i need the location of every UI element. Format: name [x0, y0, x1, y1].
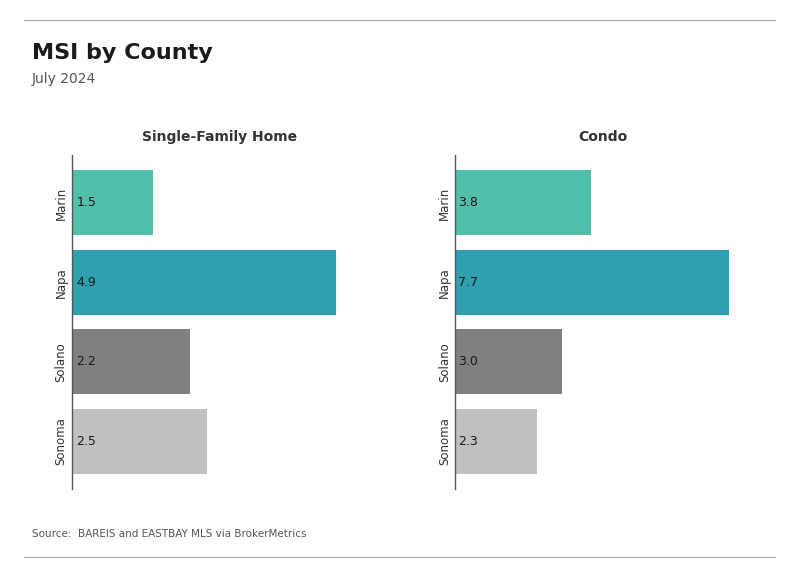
Bar: [455, 250, 729, 315]
Bar: [72, 329, 190, 394]
Text: 1.5: 1.5: [76, 197, 96, 209]
Text: 2.3: 2.3: [459, 435, 478, 447]
Bar: [72, 170, 153, 236]
Title: Condo: Condo: [578, 131, 628, 144]
Bar: [455, 329, 562, 394]
Text: 4.9: 4.9: [76, 276, 96, 289]
Text: 7.7: 7.7: [459, 276, 479, 289]
Bar: [72, 408, 207, 474]
Text: MSI by County: MSI by County: [32, 43, 213, 63]
Text: 2.5: 2.5: [76, 435, 96, 447]
Text: 3.8: 3.8: [459, 197, 478, 209]
Bar: [455, 408, 537, 474]
Text: 3.0: 3.0: [459, 355, 478, 368]
Text: Source:  BAREIS and EASTBAY MLS via BrokerMetrics: Source: BAREIS and EASTBAY MLS via Broke…: [32, 530, 307, 539]
Text: 2.2: 2.2: [76, 355, 96, 368]
Bar: [455, 170, 590, 236]
Text: July 2024: July 2024: [32, 72, 96, 86]
Title: Single-Family Home: Single-Family Home: [142, 131, 297, 144]
Bar: [72, 250, 336, 315]
